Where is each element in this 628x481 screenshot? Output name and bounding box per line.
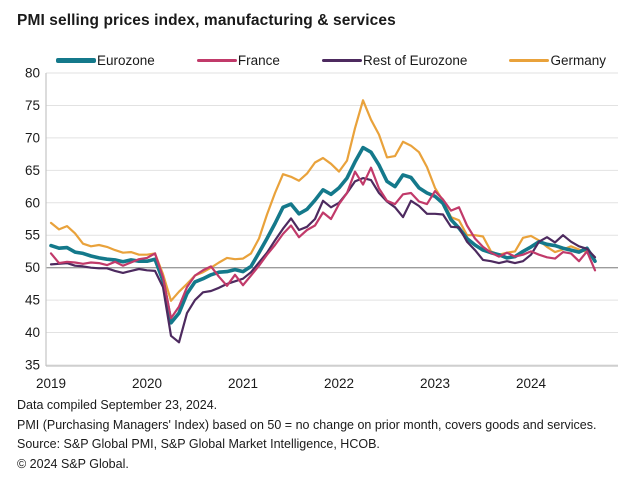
legend-item-germany: Germany	[509, 53, 606, 68]
footnote-source: Source: S&P Global PMI, S&P Global Marke…	[17, 437, 380, 451]
y-tick-label-70: 70	[25, 130, 40, 145]
legend-label-rest-of-eurozone: Rest of Eurozone	[363, 52, 468, 68]
series-line-france	[49, 166, 597, 320]
series-line-eurozone	[49, 145, 597, 325]
chart-title: PMI selling prices index, manufacturing …	[17, 12, 396, 29]
x-tick-label-2022: 2022	[324, 376, 354, 391]
y-tick-label-60: 60	[25, 195, 40, 210]
y-tick-label-80: 80	[25, 66, 40, 81]
footnote-definition: PMI (Purchasing Managers' Index) based o…	[17, 417, 597, 432]
x-tick-label-2021: 2021	[228, 376, 258, 391]
y-tick-label-75: 75	[25, 98, 40, 113]
x-tick-label-2020: 2020	[132, 376, 162, 391]
y-tick-label-45: 45	[25, 293, 40, 308]
y-tick-label-65: 65	[25, 163, 40, 178]
y-tick-label-40: 40	[25, 325, 40, 340]
legend: Eurozone France Rest of Eurozone Germany	[56, 51, 606, 69]
footnote-compiled: Data compiled September 23, 2024.	[17, 398, 218, 412]
x-tick-label-2019: 2019	[36, 376, 66, 391]
x-tick-label-2023: 2023	[420, 376, 450, 391]
rest-of-eurozone-line-swatch-icon	[322, 58, 363, 62]
legend-label-germany: Germany	[550, 52, 606, 68]
footnote-copyright: © 2024 S&P Global.	[17, 456, 129, 471]
legend-item-eurozone: Eurozone	[56, 53, 155, 68]
legend-item-rest-of-eurozone: Rest of Eurozone	[322, 53, 467, 68]
y-tick-label-50: 50	[25, 260, 40, 275]
germany-line-swatch-icon	[509, 58, 550, 62]
y-tick-label-55: 55	[25, 228, 40, 243]
legend-label-eurozone: Eurozone	[97, 52, 155, 68]
series-line-rest-of-eurozone	[49, 177, 597, 344]
france-line-swatch-icon	[196, 58, 237, 62]
eurozone-line-swatch-icon	[56, 57, 96, 63]
legend-item-france: France	[196, 52, 280, 68]
legend-label-france: France	[237, 52, 280, 68]
footnotes: Data compiled September 23, 2024. PMI (P…	[17, 396, 617, 474]
y-tick-label-35: 35	[25, 358, 40, 373]
x-tick-label-2024: 2024	[516, 376, 547, 391]
